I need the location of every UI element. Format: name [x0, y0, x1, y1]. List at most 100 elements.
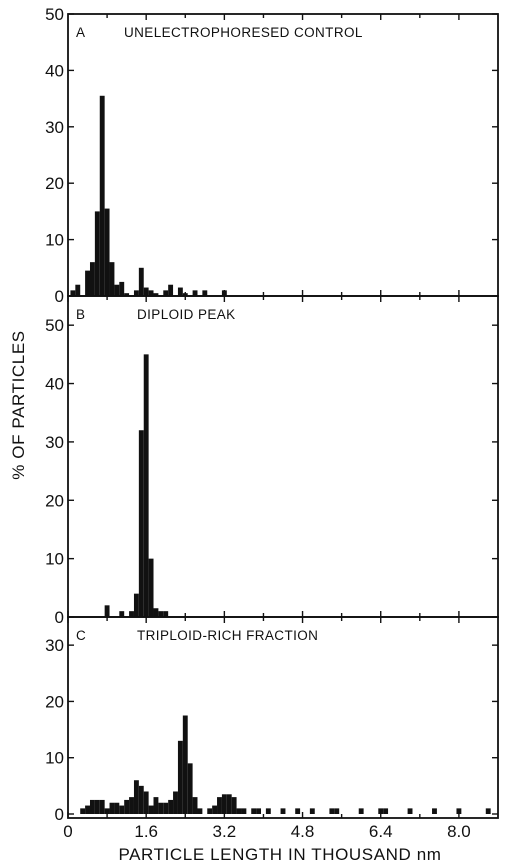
y-tick-label: 30 — [45, 433, 64, 452]
histogram-bar — [221, 290, 227, 296]
plot-frame — [67, 616, 499, 819]
histogram-bar — [251, 808, 257, 814]
histogram-bar — [80, 808, 86, 814]
panel-letter: B — [76, 307, 85, 322]
histogram-bar — [143, 287, 149, 296]
histogram-bar — [456, 808, 462, 814]
histogram-bar — [241, 808, 247, 814]
histogram-bar — [109, 262, 115, 296]
x-tick-label: 3.2 — [213, 822, 237, 841]
histogram-bar — [119, 611, 125, 617]
histogram-bar — [99, 799, 105, 814]
histogram-bar — [256, 808, 262, 814]
histogram-bar — [177, 287, 183, 296]
histogram-bar — [432, 808, 437, 814]
plot-frame — [67, 13, 499, 297]
y-tick-label: 20 — [45, 174, 64, 193]
x-tick-label: 0 — [63, 822, 72, 841]
histogram-bar — [407, 808, 413, 814]
y-tick-label: 0 — [55, 287, 64, 306]
histogram-bar — [148, 805, 154, 814]
histogram-bar — [85, 270, 90, 296]
histogram-bar — [104, 208, 110, 296]
histogram-bar — [163, 611, 169, 617]
histogram-bar — [158, 802, 164, 814]
histogram-bar — [192, 290, 198, 296]
histogram-bar — [358, 808, 364, 814]
histogram-bar — [280, 808, 286, 814]
y-tick-label: 30 — [45, 118, 64, 137]
histogram-bar — [226, 794, 232, 814]
histogram-bar — [104, 605, 110, 617]
panel-letter: C — [76, 628, 86, 643]
histogram-bar — [309, 808, 315, 814]
histogram-bar — [187, 763, 193, 814]
y-axis-title: % OF PARTICLES — [9, 330, 28, 479]
y-tick-label: 0 — [55, 805, 64, 824]
histogram-bar — [217, 797, 222, 814]
histogram-bar — [153, 608, 159, 617]
histogram-bar — [163, 290, 169, 296]
y-tick-label: 50 — [45, 316, 64, 335]
histogram-bar — [99, 95, 105, 296]
histogram-bar — [114, 284, 120, 296]
panel-title: DIPLOID PEAK — [137, 307, 236, 322]
y-tick-label: 40 — [45, 61, 64, 80]
y-tick-label: 40 — [45, 375, 64, 394]
x-tick-label: 1.6 — [134, 822, 158, 841]
histogram-bar — [334, 808, 340, 814]
histogram-bar — [158, 611, 164, 617]
histogram-bar — [143, 791, 149, 814]
x-tick-label: 6.4 — [369, 822, 393, 841]
histogram-bar — [89, 262, 95, 296]
y-tick-label: 20 — [45, 491, 64, 510]
histogram-bar — [295, 808, 301, 814]
panel-b: 0 10 20 30 40 50 B DIPLOID PEAK — [45, 295, 499, 627]
y-tick-label: 0 — [55, 608, 64, 627]
histogram-bar — [148, 290, 154, 296]
histogram-bar — [182, 715, 188, 814]
histogram-bar — [129, 797, 134, 814]
histogram-bar — [129, 611, 134, 617]
histogram-bar — [70, 290, 76, 296]
histogram-bar — [138, 267, 144, 296]
histogram-bar — [329, 808, 335, 814]
y-tick-label: 20 — [45, 692, 64, 711]
histogram-bar — [202, 290, 208, 296]
histogram-bar — [173, 791, 178, 814]
histogram-bar — [265, 808, 271, 814]
x-tick-label: 8.0 — [447, 822, 471, 841]
histogram-bar — [85, 805, 90, 814]
histogram-bar — [168, 799, 174, 814]
histogram-bar — [378, 808, 384, 814]
histogram-bar — [143, 354, 149, 617]
histogram-bar — [138, 785, 144, 814]
histogram-bar — [153, 797, 159, 814]
panel-a: 0 10 20 30 40 50 A UNELECTROPHORESED CONTROL — [45, 5, 499, 306]
plot-frame — [67, 295, 499, 618]
histogram-bar — [124, 799, 130, 814]
histogram-bar — [114, 802, 120, 814]
panel-title: UNELECTROPHORESED CONTROL — [124, 25, 363, 40]
histogram-bar — [119, 805, 125, 814]
y-tick-label: 10 — [45, 550, 64, 569]
histogram-bar — [138, 430, 144, 617]
histogram-bar — [133, 593, 139, 617]
histogram-bar — [104, 808, 110, 814]
histogram-bar — [153, 293, 159, 296]
histogram-bar — [221, 794, 227, 814]
histogram-bar — [133, 290, 139, 296]
y-tick-label: 10 — [45, 231, 64, 250]
histogram-bar — [231, 797, 237, 814]
histogram-bar — [75, 284, 81, 296]
histogram-bar — [119, 281, 125, 296]
histogram-bar — [192, 797, 198, 814]
histogram-bar — [197, 808, 203, 814]
histogram-bar — [89, 799, 95, 814]
histogram-bar — [182, 293, 188, 296]
histogram-bar — [133, 780, 139, 814]
histogram-bar — [94, 211, 100, 296]
y-tick-label: 50 — [45, 5, 64, 24]
histogram-bar — [177, 740, 183, 814]
